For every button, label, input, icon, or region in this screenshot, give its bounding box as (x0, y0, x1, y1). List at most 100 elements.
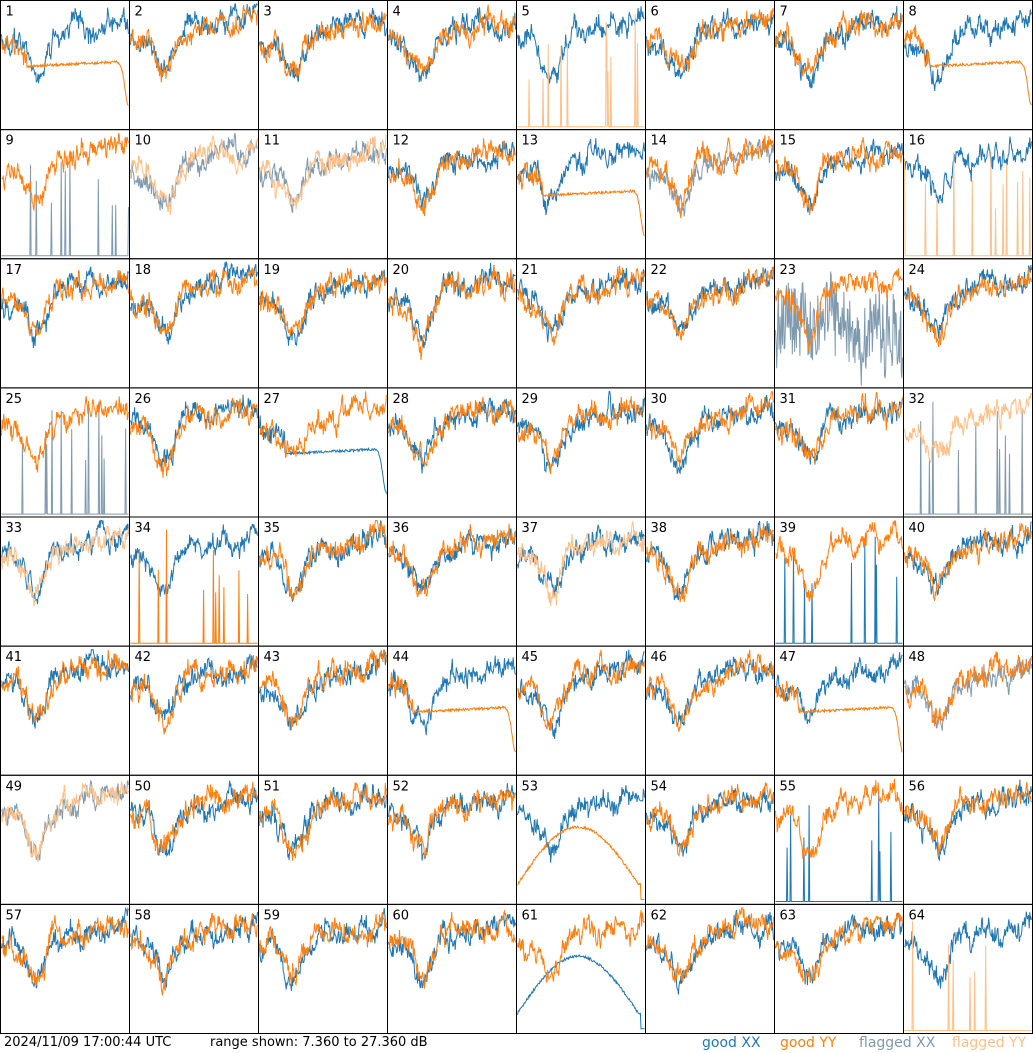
series-yy-48 (904, 651, 1032, 727)
series-yy-1 (1, 34, 129, 107)
panel-frame (129, 129, 259, 260)
series-yy-17 (1, 270, 129, 337)
panel-number: 41 (6, 650, 23, 665)
panel-frame (516, 645, 646, 776)
panel-6: 6 (645, 0, 775, 131)
series-yy-11 (259, 134, 387, 210)
panel-10: 10 (129, 129, 259, 260)
panel-frame (903, 129, 1033, 260)
panel-8: 8 (903, 0, 1033, 131)
series-yy-52 (388, 786, 516, 858)
panel-number: 47 (780, 650, 797, 665)
panel-12: 12 (387, 129, 517, 260)
series-xx-11 (259, 140, 387, 213)
panel-frame (516, 903, 646, 1034)
panel-27: 27 (258, 387, 388, 518)
series-xx-64 (904, 911, 1032, 989)
panel-frame (258, 258, 388, 389)
panel-50: 50 (129, 774, 259, 905)
series-yy-42 (130, 654, 258, 735)
panel-number: 27 (264, 392, 281, 407)
series-xx-57 (1, 906, 129, 989)
panel-17: 17 (0, 258, 130, 389)
panel-number: 34 (135, 521, 152, 536)
panel-52: 52 (387, 774, 517, 905)
panel-number: 17 (6, 263, 23, 278)
panel-number: 53 (522, 779, 539, 794)
series-yy-24 (904, 268, 1032, 348)
panel-14: 14 (645, 129, 775, 260)
panel-51: 51 (258, 774, 388, 905)
panel-number: 7 (780, 5, 788, 20)
panel-58: 58 (129, 903, 259, 1034)
series-xx-27 (259, 415, 387, 494)
series-yy-46 (646, 649, 774, 733)
series-yy-44 (388, 672, 516, 753)
panel-number: 11 (264, 134, 281, 149)
series-xx-25 (1, 401, 129, 515)
panel-number: 18 (135, 263, 152, 278)
series-yy-63 (775, 912, 903, 983)
series-xx-15 (775, 138, 903, 213)
panel-30: 30 (645, 387, 775, 518)
series-xx-24 (904, 264, 1032, 339)
panel-49: 49 (0, 774, 130, 905)
panel-29: 29 (516, 387, 646, 518)
legend-flagged-xx: flagged XX (859, 1035, 936, 1051)
series-yy-30 (646, 390, 774, 467)
panel-55: 55 (774, 774, 904, 905)
panel-53: 53 (516, 774, 646, 905)
panel-number: 63 (780, 908, 797, 923)
panel-number: 62 (651, 908, 668, 923)
series-yy-15 (775, 137, 903, 216)
series-yy-47 (775, 681, 903, 753)
panel-frame (645, 774, 775, 905)
panel-33: 33 (0, 516, 130, 647)
series-yy-33 (1, 525, 129, 607)
series-yy-57 (1, 914, 129, 987)
panel-number: 20 (393, 263, 410, 278)
panel-22: 22 (645, 258, 775, 389)
panel-number: 8 (909, 5, 917, 20)
panel-number: 32 (909, 392, 926, 407)
panel-number: 4 (393, 5, 401, 20)
panel-number: 44 (393, 650, 410, 665)
panel-60: 60 (387, 903, 517, 1034)
panel-number: 51 (264, 779, 281, 794)
series-xx-49 (1, 779, 129, 862)
legend-good-yy: good YY (780, 1035, 837, 1051)
series-yy-28 (388, 396, 516, 467)
series-xx-61 (517, 954, 645, 1030)
panel-frame (903, 903, 1033, 1034)
panel-26: 26 (129, 387, 259, 518)
panel-number: 36 (393, 521, 410, 536)
series-xx-58 (130, 912, 258, 989)
range-shown: range shown: 7.360 to 27.360 dB (210, 1035, 428, 1050)
series-yy-2 (130, 4, 258, 83)
panel-number: 52 (393, 779, 410, 794)
panel-number: 38 (651, 521, 668, 536)
panel-number: 58 (135, 908, 152, 923)
series-yy-13 (517, 162, 645, 237)
series-xx-13 (517, 138, 645, 216)
series-yy-53 (517, 825, 645, 901)
series-yy-3 (259, 11, 387, 78)
series-xx-8 (904, 9, 1032, 92)
series-yy-25 (1, 396, 129, 473)
panel-number: 19 (264, 263, 281, 278)
panel-23: 23 (774, 258, 904, 389)
panel-number: 15 (780, 134, 797, 149)
panel-number: 16 (909, 134, 926, 149)
panel-56: 56 (903, 774, 1033, 905)
panel-43: 43 (258, 645, 388, 776)
panel-number: 50 (135, 779, 152, 794)
series-yy-59 (259, 911, 387, 987)
panel-number: 28 (393, 392, 410, 407)
panel-number: 12 (393, 134, 410, 149)
panel-number: 26 (135, 392, 152, 407)
series-yy-6 (646, 7, 774, 72)
series-yy-10 (130, 134, 258, 215)
panel-number: 48 (909, 650, 926, 665)
panel-number: 40 (909, 521, 926, 536)
